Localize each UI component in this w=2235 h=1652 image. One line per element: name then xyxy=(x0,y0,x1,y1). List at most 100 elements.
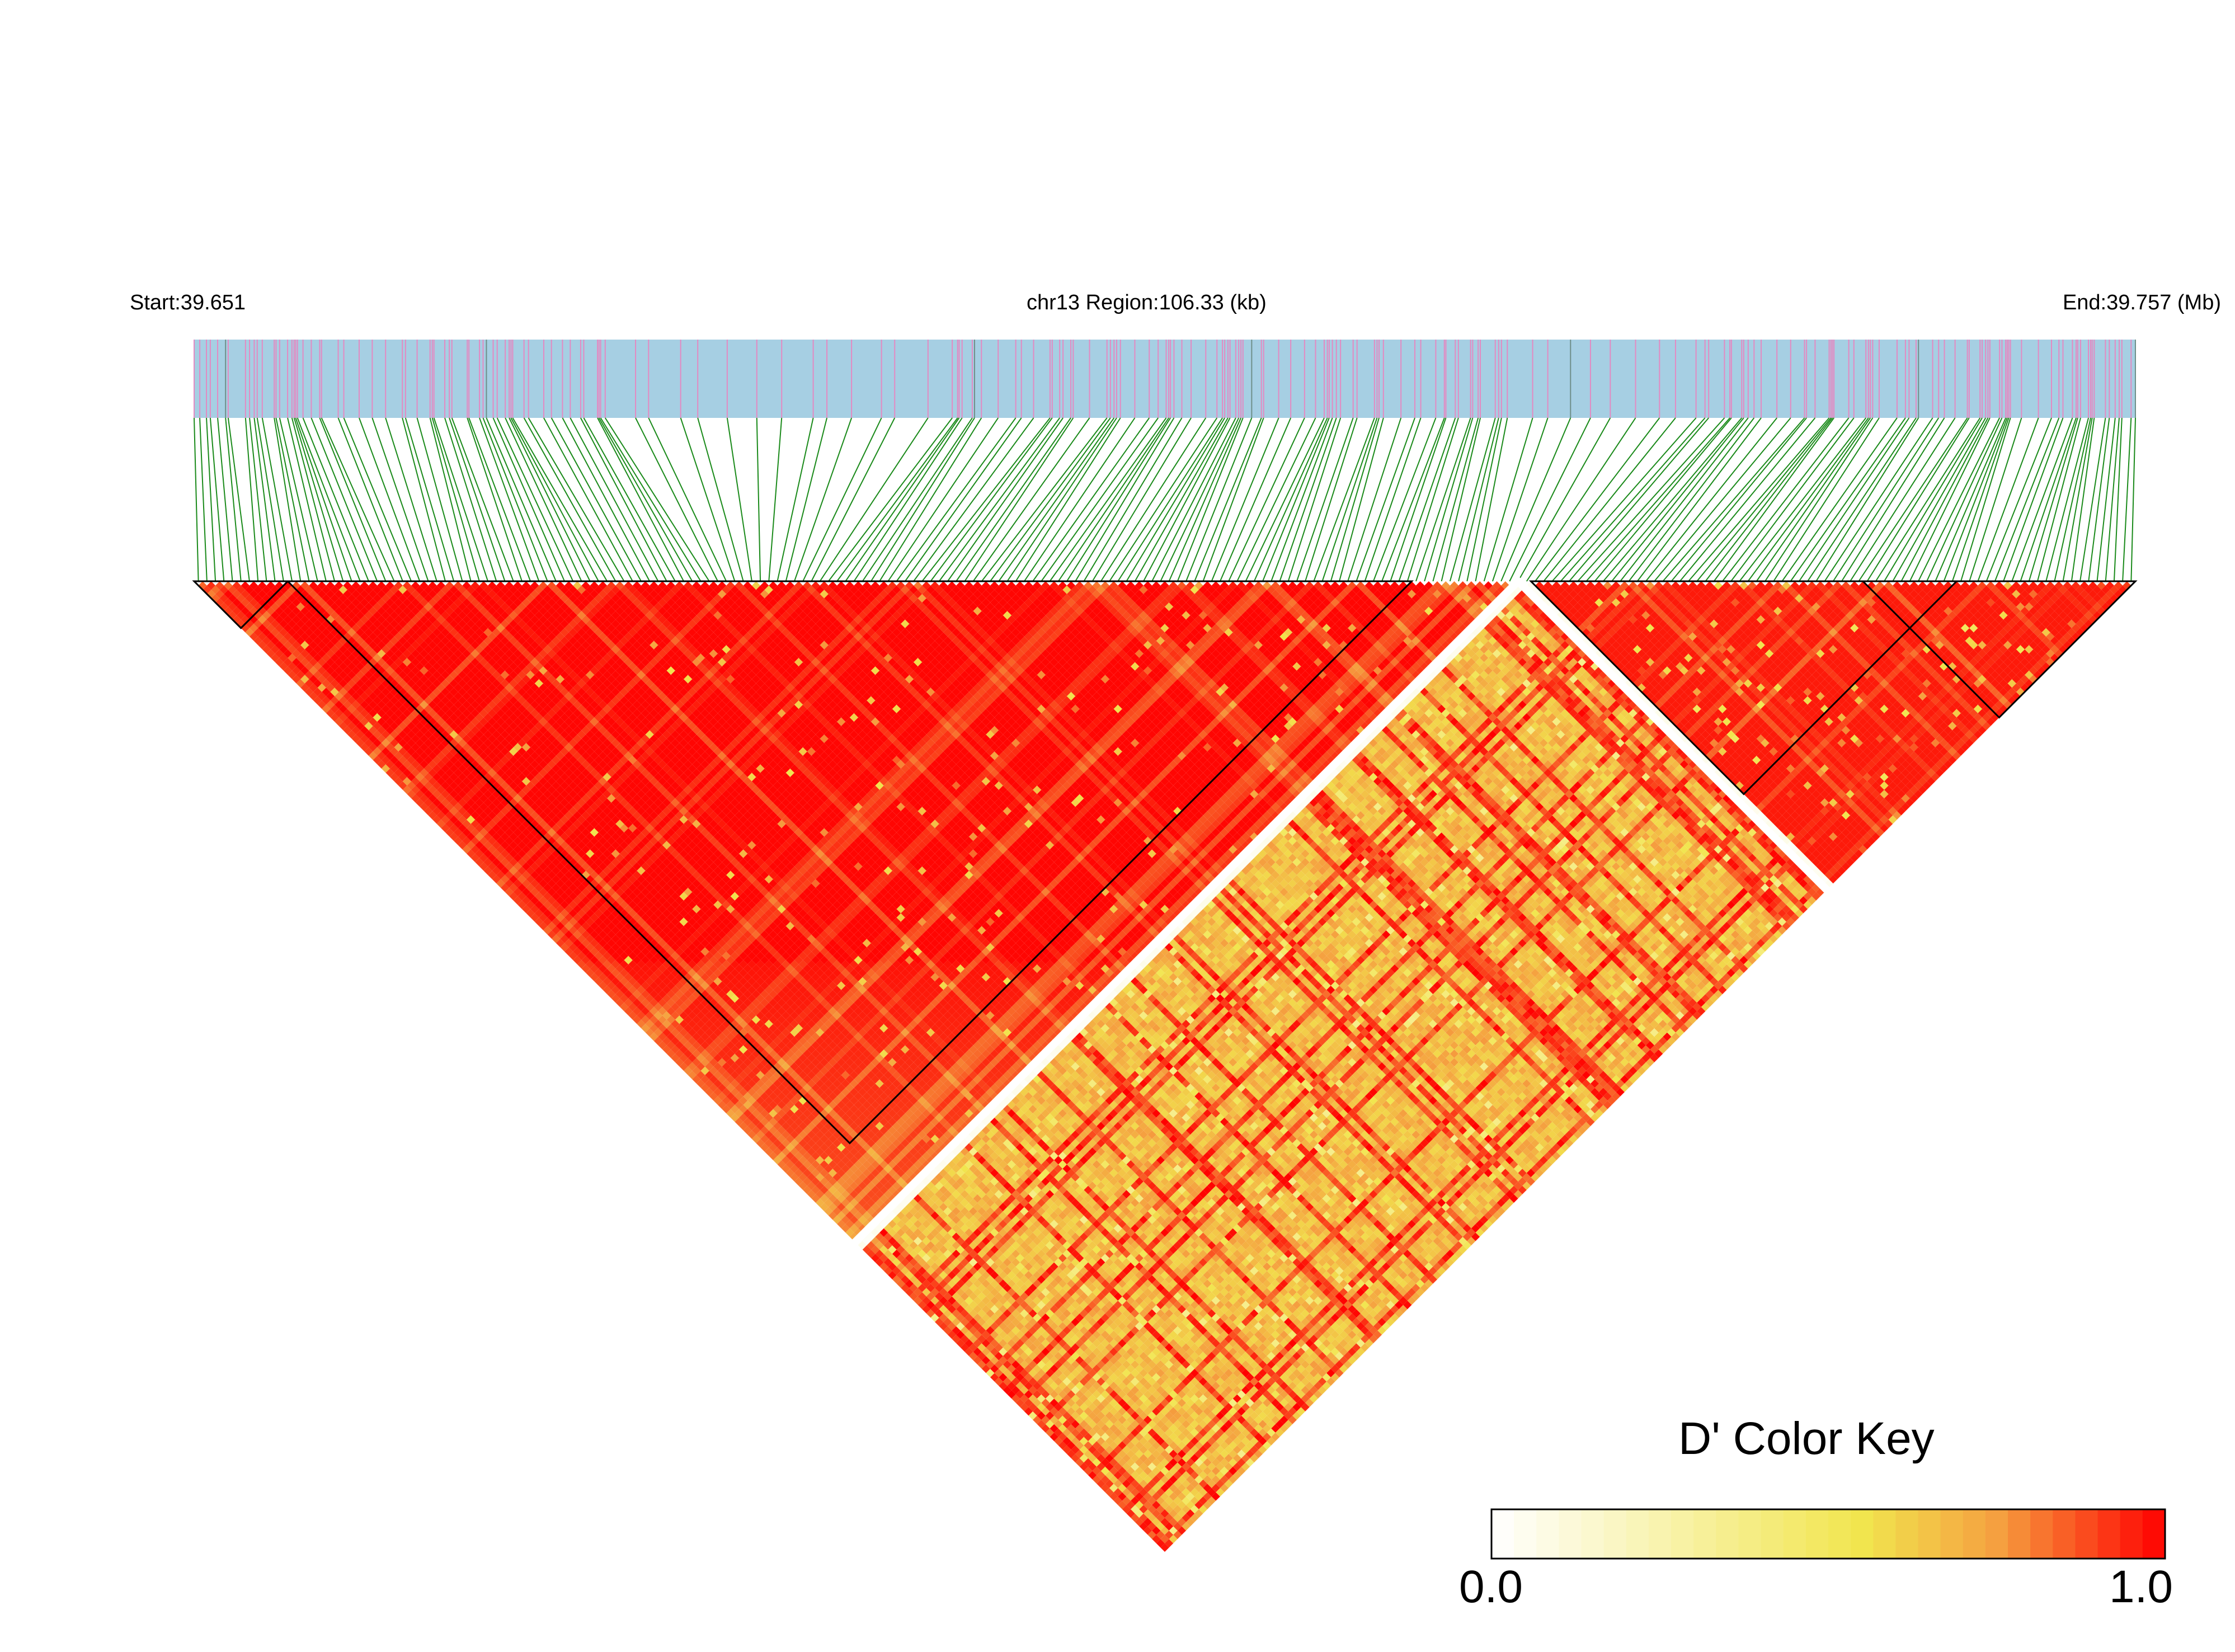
ld-cell xyxy=(854,1211,863,1220)
ld-cell xyxy=(424,807,433,816)
ld-cell xyxy=(1169,1526,1178,1535)
ld-cell xyxy=(883,1224,892,1233)
ld-cell xyxy=(1156,1513,1165,1522)
ld-cell xyxy=(790,1173,799,1182)
ld-cell xyxy=(1062,1445,1071,1454)
ld-cell xyxy=(901,1241,910,1250)
ld-cell xyxy=(858,1224,867,1233)
ld-cell xyxy=(794,1177,803,1186)
ld-cell xyxy=(513,896,522,905)
ld-cell xyxy=(407,789,416,799)
snp-connector xyxy=(1177,417,1244,582)
ld-cell xyxy=(1045,1386,1055,1395)
ld-cell xyxy=(960,1309,969,1318)
ld-cell xyxy=(1118,1475,1127,1484)
ld-cell xyxy=(1173,1530,1182,1540)
ld-cell xyxy=(807,1190,816,1199)
snp-connector xyxy=(291,417,336,582)
ld-cell xyxy=(879,1245,888,1254)
snp-connector xyxy=(2122,417,2132,582)
snp-connector xyxy=(287,417,327,582)
ld-cell xyxy=(288,636,297,646)
ld-cell xyxy=(577,960,586,969)
ld-cell xyxy=(521,887,531,897)
snp-connector xyxy=(1892,417,1987,582)
ld-cell xyxy=(245,603,254,611)
snp-connector xyxy=(879,417,982,582)
ld-cell xyxy=(751,1117,761,1127)
snp-connector xyxy=(1041,417,1159,582)
ld-cell xyxy=(914,1279,923,1288)
ld-cell xyxy=(930,1296,939,1305)
ld-cell xyxy=(228,611,237,620)
ld-cell xyxy=(454,802,463,811)
ld-cell xyxy=(832,1207,841,1216)
ld-cell xyxy=(751,1092,761,1101)
ld-cell xyxy=(751,1135,761,1143)
ld-cell xyxy=(1011,1386,1020,1395)
ld-cell xyxy=(935,1292,944,1301)
ld-cell xyxy=(1011,1377,1020,1386)
ld-cell xyxy=(356,696,365,705)
ld-cell xyxy=(1024,1381,1033,1390)
ld-cell xyxy=(700,1058,709,1067)
snp-connector xyxy=(990,417,1111,582)
ld-cell xyxy=(981,1347,991,1356)
snp-connector xyxy=(1662,417,1805,582)
ld-cell xyxy=(769,1143,778,1152)
ld-cell xyxy=(867,1232,876,1241)
ld-cell xyxy=(304,688,314,696)
ld-cell xyxy=(594,934,603,943)
ld-cell xyxy=(854,1220,863,1229)
ld-cell xyxy=(785,1135,794,1143)
ld-cell xyxy=(892,1232,901,1241)
ld-cell xyxy=(232,581,241,590)
ld-cell xyxy=(820,1160,829,1169)
ld-cell xyxy=(1097,1479,1105,1488)
ld-cell xyxy=(454,820,463,829)
ld-cell xyxy=(917,1267,926,1276)
snp-connector xyxy=(416,417,463,582)
ld-cell xyxy=(513,862,522,871)
snp-connector xyxy=(2037,417,2081,582)
ld-cell xyxy=(645,994,654,1003)
ld-cell xyxy=(999,1373,1008,1382)
ld-cell xyxy=(262,603,271,611)
ld-cell xyxy=(777,1160,786,1169)
ld-cell xyxy=(296,636,305,646)
ld-cell xyxy=(986,1334,995,1344)
ld-cell xyxy=(1045,1420,1055,1429)
ld-cell xyxy=(1143,1518,1152,1527)
ld-cell xyxy=(1011,1394,1020,1403)
snp-connector xyxy=(523,417,617,582)
ld-cell xyxy=(1160,1526,1169,1535)
snp-connector xyxy=(496,417,574,582)
ld-cell xyxy=(338,722,347,731)
snp-connector xyxy=(1918,417,2001,582)
ld-cell xyxy=(1024,1373,1033,1382)
ld-cell xyxy=(807,1156,816,1165)
snp-connector xyxy=(1756,417,1871,582)
ld-cell xyxy=(1033,1415,1042,1424)
snp-connector xyxy=(1151,417,1236,582)
ld-cell xyxy=(662,1037,671,1046)
ld-cell xyxy=(1045,1402,1055,1411)
snp-connector xyxy=(1960,417,2011,582)
ld-cell xyxy=(858,1241,867,1250)
ld-cell xyxy=(1062,1428,1071,1437)
ld-cell xyxy=(956,1313,965,1322)
ld-cell xyxy=(539,896,548,905)
snp-connector xyxy=(1909,417,1991,582)
ld-cell xyxy=(977,1326,986,1335)
ld-cell xyxy=(275,624,284,633)
ld-cell xyxy=(1024,1407,1033,1416)
ld-cell xyxy=(415,764,424,773)
ld-cell xyxy=(338,713,347,722)
ld-cell xyxy=(364,730,373,739)
ld-cell xyxy=(436,820,445,829)
ld-cell xyxy=(445,811,454,820)
ld-cell xyxy=(947,1305,957,1314)
ld-cell xyxy=(224,598,233,607)
snp-connector xyxy=(1126,417,1226,582)
ld-cell xyxy=(496,870,505,879)
